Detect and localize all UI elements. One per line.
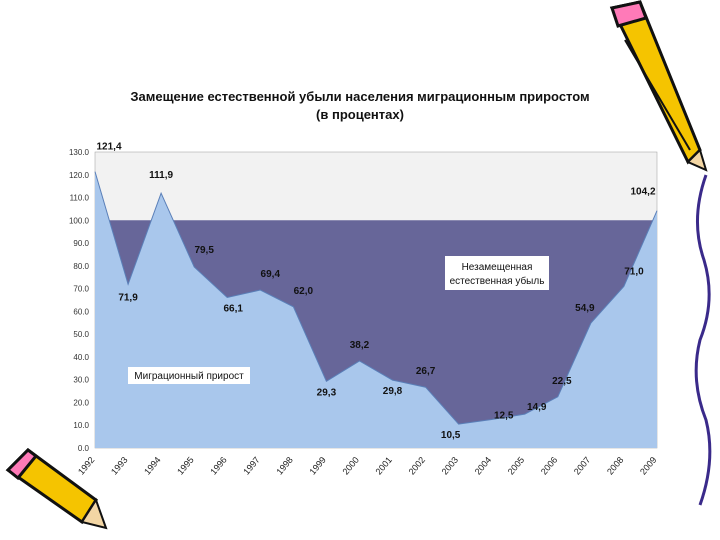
annotation-migration: Миграционный прирост <box>128 367 250 384</box>
y-axis: 0.0 10.0 20.0 30.0 40.0 50.0 60.0 70.0 80.0 90.0 1… <box>69 148 90 453</box>
data-label: 29,3 <box>317 387 337 398</box>
y-tick-label: 30.0 <box>73 376 89 385</box>
svg-text:Миграционный прирост: Миграционный прирост <box>134 371 244 382</box>
x-tick-label: 2007 <box>572 455 593 477</box>
chart-subtitle: (в процентах) <box>316 107 404 122</box>
chart-title: Замещение естественной убыли населения м… <box>130 89 589 104</box>
y-tick-label: 40.0 <box>73 353 89 362</box>
y-tick-label: 60.0 <box>73 307 89 316</box>
data-label: 79,5 <box>194 245 214 256</box>
y-tick-label: 0.0 <box>78 444 90 453</box>
x-tick-label: 1993 <box>109 455 130 477</box>
annotation-unreplaced-line2: естественная убыль <box>450 275 545 287</box>
x-tick-label: 2008 <box>605 455 626 477</box>
y-tick-label: 110.0 <box>70 194 90 203</box>
data-label: 111,9 <box>149 170 173 181</box>
x-tick-label: 2004 <box>473 455 494 477</box>
data-label: 14,9 <box>527 402 547 413</box>
x-tick-label: 2009 <box>638 455 659 477</box>
data-label: 10,5 <box>441 430 461 441</box>
y-tick-label: 100.0 <box>69 216 90 225</box>
y-tick-label: 80.0 <box>73 262 89 271</box>
data-label: 121,4 <box>96 142 121 153</box>
annotation-unreplaced: Незамещенная естественная убыль <box>445 256 549 290</box>
x-tick-label: 1994 <box>142 455 163 477</box>
data-label: 54,9 <box>575 303 595 314</box>
x-axis: 1992 1993 1994 1995 1996 1997 1998 1999 2000 2001… <box>76 455 659 477</box>
data-label: 71,0 <box>624 266 644 277</box>
data-label: 71,9 <box>118 292 138 303</box>
scribble-right-decoration <box>694 174 712 506</box>
y-tick-label: 10.0 <box>73 421 89 430</box>
y-tick-label: 130.0 <box>69 148 90 157</box>
x-tick-label: 1998 <box>274 455 295 477</box>
x-tick-label: 1992 <box>76 455 97 477</box>
data-label: 26,7 <box>416 366 436 377</box>
x-tick-label: 2005 <box>506 455 527 477</box>
data-label: 69,4 <box>261 269 281 280</box>
x-tick-label: 1995 <box>175 455 196 477</box>
data-labels: 121,4 71,9 111,9 79,5 66,1 69,4 62,0 29,3 38,2 29… <box>96 142 655 442</box>
x-tick-label: 2003 <box>440 455 461 477</box>
y-tick-label: 20.0 <box>73 398 89 407</box>
annotation-unreplaced-line1: Незамещенная <box>462 262 533 273</box>
data-label: 12,5 <box>494 411 514 422</box>
x-tick-label: 2000 <box>340 455 361 477</box>
migration-line <box>94 171 658 425</box>
data-label: 104,2 <box>630 187 655 198</box>
x-tick-label: 1997 <box>241 455 262 477</box>
pencil-top-right-icon <box>609 0 708 172</box>
x-tick-label: 2002 <box>407 455 428 477</box>
x-tick-label: 1999 <box>307 455 328 477</box>
y-tick-label: 90.0 <box>73 239 89 248</box>
y-tick-label: 70.0 <box>73 285 89 294</box>
data-label: 38,2 <box>350 340 370 351</box>
data-label: 22,5 <box>552 376 572 387</box>
x-tick-label: 2006 <box>539 455 560 477</box>
y-tick-label: 50.0 <box>73 330 89 339</box>
data-label: 62,0 <box>294 286 314 297</box>
data-label: 66,1 <box>224 303 244 314</box>
pencil-bottom-left-icon <box>5 448 108 530</box>
x-tick-label: 1996 <box>208 455 229 477</box>
data-label: 29,8 <box>383 386 403 397</box>
y-tick-label: 120.0 <box>69 171 90 180</box>
x-tick-label: 2001 <box>374 455 395 477</box>
